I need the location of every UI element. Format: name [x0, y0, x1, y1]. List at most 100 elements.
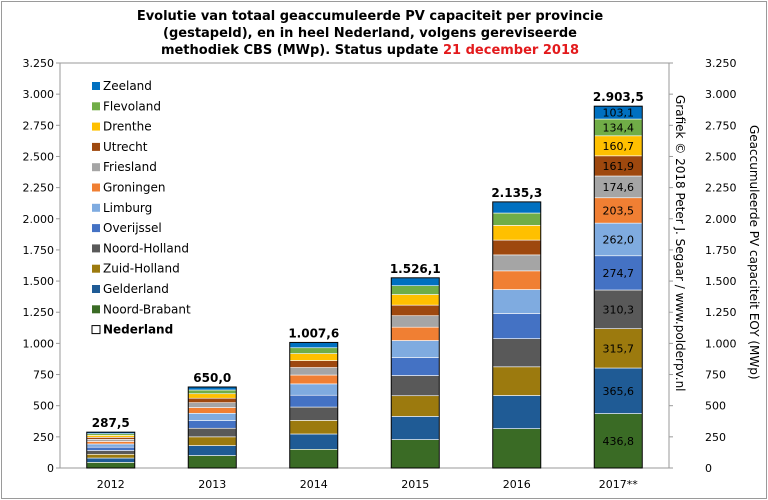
segment-label: 436,8 [603, 435, 635, 448]
bar-segment [86, 446, 136, 451]
x-tick-label: 2013 [198, 478, 226, 491]
right-tick-label: 250 [705, 431, 726, 444]
bar-segment [390, 357, 440, 376]
total-label: 1.526,1 [390, 262, 441, 276]
bar-segment [289, 394, 339, 408]
bar-segment [390, 326, 440, 341]
legend-label: Noord-Brabant [103, 302, 191, 316]
bar-segment [289, 360, 339, 368]
legend-label: Limburg [103, 201, 152, 215]
bar-segment [492, 338, 542, 368]
bar-segment [86, 462, 136, 469]
bar-segment [289, 449, 339, 469]
left-tick-label: 2.250 [23, 182, 55, 195]
plot-area-frame [59, 62, 670, 469]
left-tick-label: 1.000 [23, 337, 55, 350]
bar-segment [593, 367, 643, 414]
legend-swatch [92, 244, 100, 253]
x-tick-label: 2014 [300, 478, 328, 491]
bar-segment [492, 239, 542, 256]
total-outline [390, 277, 440, 469]
stacked-bars: 287,5 650,0 1.007,6 1.526,1 2.135,3 436,8 365,… [86, 90, 644, 469]
left-tick-label: 1.250 [23, 306, 55, 319]
legend-swatch-total [91, 325, 101, 335]
bar-segment [390, 277, 440, 286]
legend-label: Noord-Holland [103, 241, 189, 255]
bar-segment [289, 420, 339, 435]
bar-segment [492, 270, 542, 290]
bar-segment [187, 393, 237, 399]
x-tick-label: 2012 [97, 478, 125, 491]
segment-label: 161,9 [603, 160, 635, 173]
right-tick-label: 1.250 [705, 306, 737, 319]
bar-segment [593, 255, 643, 291]
bar-segment [187, 427, 237, 438]
bar-segment [492, 428, 542, 469]
bar-segment [593, 197, 643, 224]
bar-segment [86, 441, 136, 445]
right-tick-label: 500 [705, 400, 726, 413]
legend-swatch [92, 102, 100, 111]
legend-swatch [92, 183, 100, 192]
legend-label: Zeeland [103, 79, 152, 93]
bar-segment [492, 366, 542, 396]
bar-segment [390, 375, 440, 397]
chart-title-line-1: Evolutie van totaal geaccumuleerde PV ca… [137, 9, 604, 24]
legend-swatch [92, 163, 100, 172]
total-label: 287,5 [92, 416, 130, 430]
left-tick-label: 3.000 [23, 88, 55, 101]
bar-segment [86, 450, 136, 455]
total-label: 2.903,5 [593, 90, 644, 104]
x-tick-label: 2017** [599, 478, 638, 491]
legend-label: Overijssel [103, 221, 162, 235]
segment-label: 315,7 [603, 342, 635, 355]
right-tick-label: 1.500 [705, 275, 737, 288]
bar-segment [187, 436, 237, 446]
legend-label: Drenthe [103, 120, 152, 134]
x-axis: 2012 2013 2014 2015 2016 2017** [97, 478, 638, 491]
bar-segment [390, 304, 440, 317]
right-tick-label: 3.000 [705, 88, 737, 101]
segment-label: 160,7 [603, 140, 635, 153]
bar-segment [492, 225, 542, 241]
bar-segment [187, 445, 237, 456]
legend: Zeeland Flevoland Drenthe Utrecht Friesland G… [91, 79, 191, 337]
bar-segment [86, 453, 136, 459]
left-tick-label: 2.000 [23, 213, 55, 226]
bar-segment [289, 374, 339, 385]
bar-segment [187, 412, 237, 421]
chart-credit: Grafiek © 2018 Peter J. Segaar / www.pol… [673, 95, 687, 392]
bar-segment [492, 313, 542, 339]
left-tick-label: 250 [33, 431, 54, 444]
legend-label: Groningen [103, 181, 165, 195]
bar-segment [492, 254, 542, 272]
legend-label: Flevoland [103, 99, 161, 113]
bar-segment [187, 402, 237, 408]
right-tick-label: 2.750 [705, 119, 737, 132]
bar-segment [390, 416, 440, 440]
right-y-axis: 0 250 500 750 1.000 1.250 1.500 1.750 2.000 2.250… [669, 57, 737, 475]
segment-label: 310,3 [603, 303, 635, 316]
legend-swatch [92, 82, 100, 90]
segment-label: 103,1 [603, 107, 635, 120]
right-tick-label: 1.750 [705, 244, 737, 257]
chart-title-line-2: (gestapeld), en in heel Nederland, volge… [163, 26, 577, 41]
bar-segment [187, 389, 237, 395]
bar-segment [289, 353, 339, 361]
right-tick-label: 2.250 [705, 182, 737, 195]
bar-segment [187, 455, 237, 469]
total-outline [492, 201, 542, 469]
bar-segment [289, 433, 339, 450]
bar-segment [289, 406, 339, 421]
left-tick-label: 500 [33, 400, 54, 413]
legend-swatch [92, 122, 100, 131]
total-label: 2.135,3 [491, 186, 542, 200]
legend-swatch [92, 264, 100, 273]
segment-label: 174,6 [603, 181, 635, 194]
total-label: 650,0 [193, 371, 231, 385]
x-tick-label: 2015 [401, 478, 429, 491]
legend-label: Utrecht [103, 140, 148, 154]
x-tick-label: 2016 [503, 478, 531, 491]
bar-segment [187, 397, 237, 404]
